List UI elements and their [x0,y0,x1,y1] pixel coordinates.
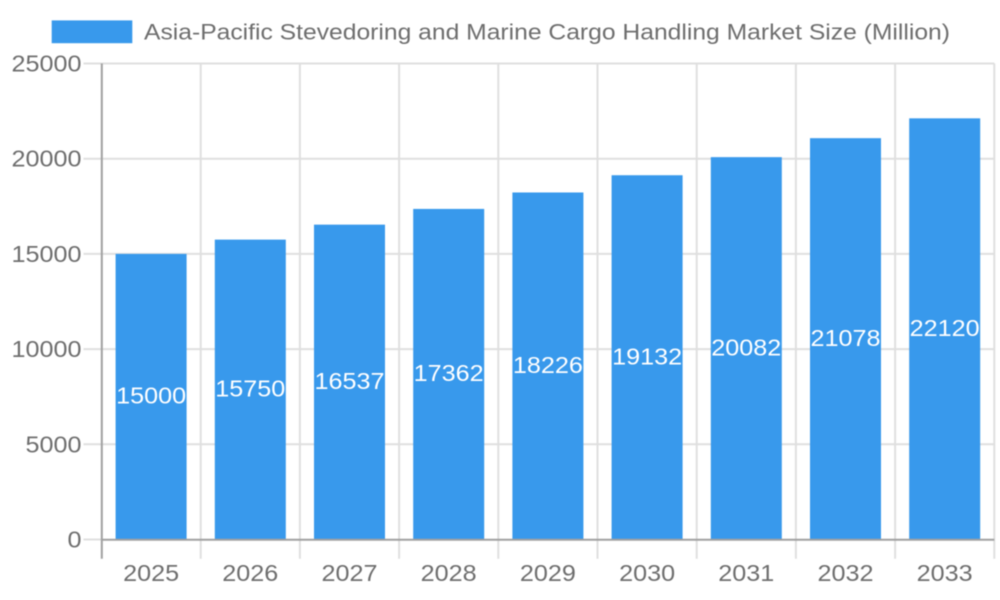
svg-text:5000: 5000 [26,431,82,457]
svg-text:2032: 2032 [818,560,874,586]
svg-text:22120: 22120 [910,315,980,341]
svg-text:15750: 15750 [215,376,285,402]
svg-text:17362: 17362 [414,360,484,386]
svg-text:19132: 19132 [612,343,682,369]
svg-text:20082: 20082 [711,334,781,360]
svg-text:Asia-Pacific Stevedoring and M: Asia-Pacific Stevedoring and Marine Carg… [144,20,950,45]
svg-text:15000: 15000 [116,383,186,409]
svg-text:21078: 21078 [811,325,881,351]
svg-text:2026: 2026 [222,560,278,586]
svg-text:2031: 2031 [718,560,774,586]
svg-text:2025: 2025 [123,560,179,586]
svg-text:15000: 15000 [12,241,82,267]
svg-text:0: 0 [68,527,82,553]
svg-text:20000: 20000 [12,146,82,172]
svg-text:18226: 18226 [513,352,583,378]
svg-text:10000: 10000 [12,336,82,362]
svg-text:16537: 16537 [315,368,385,394]
svg-text:2028: 2028 [421,560,477,586]
svg-text:2030: 2030 [619,560,675,586]
svg-text:2033: 2033 [917,560,973,586]
svg-text:2027: 2027 [322,560,378,586]
svg-text:25000: 25000 [12,51,82,77]
svg-text:2029: 2029 [520,560,576,586]
